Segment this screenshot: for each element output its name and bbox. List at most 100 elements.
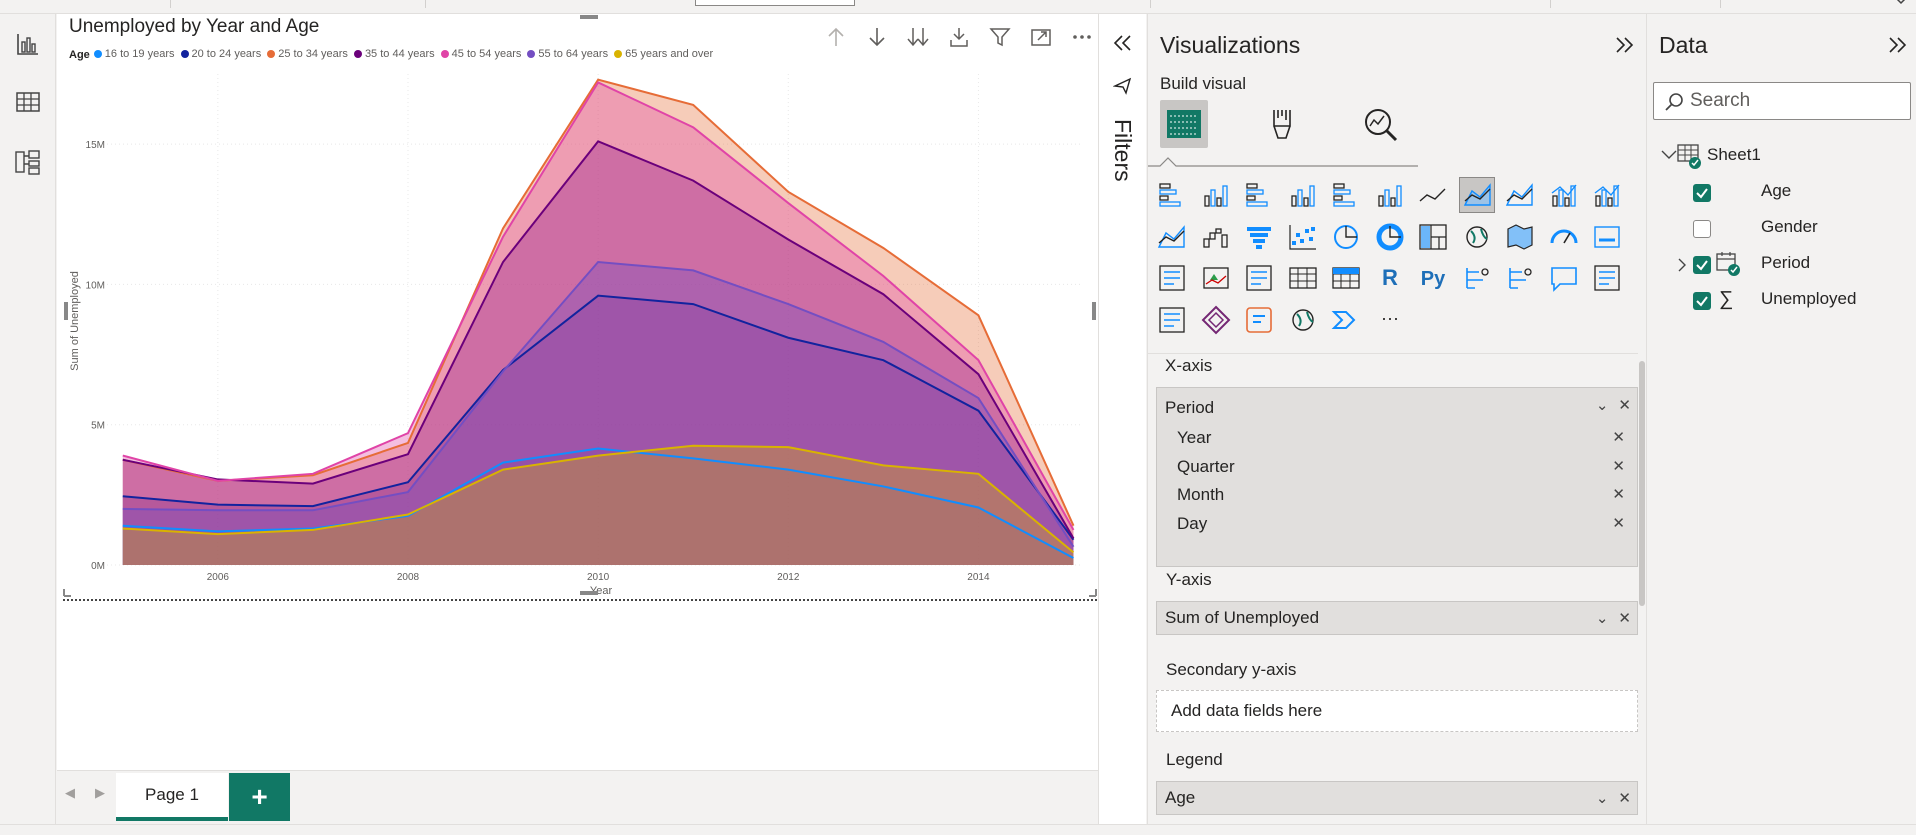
legend-item[interactable]: 35 to 44 years	[353, 48, 435, 60]
visual-type-line-clustered-column[interactable]	[1589, 177, 1625, 213]
chevron-down-icon[interactable]	[1661, 149, 1677, 161]
legend-item[interactable]: 20 to 24 years	[180, 48, 261, 60]
visual-type-clustered-column[interactable]	[1285, 177, 1321, 213]
go-to-next-level-icon[interactable]	[905, 24, 931, 50]
visual-type-power-automate-flow[interactable]	[1328, 302, 1364, 338]
pane-scrollbar[interactable]	[1639, 361, 1645, 606]
analytics-tab[interactable]	[1356, 100, 1404, 148]
visual-type-100-stacked-column[interactable]	[1372, 177, 1408, 213]
resize-handle-right[interactable]	[1092, 302, 1096, 320]
visual-type-area[interactable]	[1458, 177, 1495, 213]
format-visual-tab[interactable]	[1258, 100, 1306, 148]
collapse-data-icon[interactable]	[1887, 36, 1907, 54]
report-view-icon[interactable]	[14, 30, 42, 58]
legend-field[interactable]: Age ⌄ ✕	[1156, 781, 1638, 815]
visual-type-power-automate[interactable]	[1241, 302, 1277, 338]
visual-type-matrix[interactable]	[1328, 260, 1364, 296]
y-axis-field[interactable]: Sum of Unemployed ⌄ ✕	[1156, 601, 1638, 635]
close-icon[interactable]: ✕	[1612, 514, 1625, 532]
visual-type-treemap[interactable]	[1415, 219, 1451, 255]
visual-type-more-visuals[interactable]: ···	[1372, 302, 1408, 338]
table-sheet1[interactable]: Sheet1	[1707, 145, 1761, 164]
table-view-icon[interactable]	[14, 88, 42, 116]
close-icon[interactable]: ✕	[1612, 429, 1625, 446]
close-icon[interactable]: ✕	[1612, 486, 1625, 503]
hierarchy-level-month[interactable]: Month	[1177, 485, 1225, 504]
visual-type-clustered-bar[interactable]	[1241, 177, 1277, 213]
chevron-down-icon[interactable]	[1894, 0, 1908, 6]
visual-type-stacked-area[interactable]	[1502, 177, 1538, 213]
visual-type-python-visual[interactable]: Py	[1415, 260, 1451, 296]
visual-type-kpi[interactable]	[1198, 260, 1234, 296]
visual-type-stacked-column[interactable]	[1198, 177, 1234, 213]
visual-type-map[interactable]	[1459, 219, 1495, 255]
more-options-icon[interactable]	[1069, 24, 1095, 50]
visual-type-100-stacked-bar[interactable]	[1328, 177, 1364, 213]
focus-mode-icon[interactable]	[1028, 24, 1054, 50]
filter-icon[interactable]	[987, 24, 1013, 50]
close-icon[interactable]: ✕	[1618, 610, 1631, 627]
secondary-y-axis-well[interactable]: Add data fields here	[1156, 690, 1638, 732]
visual-type-gauge[interactable]	[1546, 219, 1582, 255]
area-chart-visual[interactable]: 0M 5M 10M 15M 2006 2008 2010 2012 2014 Year Sum …	[63, 14, 1097, 600]
visual-type-scatter[interactable]	[1285, 219, 1321, 255]
hierarchy-level-quarter[interactable]: Quarter	[1177, 456, 1235, 476]
collapse-visualizations-icon[interactable]	[1614, 36, 1634, 54]
close-icon[interactable]: ✕	[1618, 790, 1631, 807]
visual-type-funnel[interactable]	[1241, 219, 1277, 255]
x-axis-well[interactable]: Period ⌄ ✕ Year ✕ Quarter ✕ Month ✕ Day ✕	[1156, 387, 1638, 567]
visual-type-key-influencers[interactable]	[1459, 260, 1495, 296]
resize-handle-top[interactable]	[580, 15, 598, 19]
visual-type-filled-map[interactable]	[1502, 219, 1538, 255]
visual-type-waterfall[interactable]	[1198, 219, 1234, 255]
hierarchy-level-day[interactable]: Day	[1177, 513, 1208, 533]
expand-hierarchy-icon[interactable]	[946, 24, 972, 50]
build-visual-tab[interactable]	[1160, 100, 1208, 148]
chevron-right-icon[interactable]	[1677, 257, 1687, 273]
field-unemployed[interactable]: Unemployed	[1761, 289, 1857, 308]
expand-filters-icon[interactable]	[1113, 34, 1133, 52]
filters-pane-collapsed[interactable]: Filters	[1098, 14, 1146, 824]
legend-item[interactable]: 55 to 64 years	[527, 48, 608, 60]
visual-type-azure-map[interactable]	[1285, 302, 1321, 338]
close-icon[interactable]: ✕	[1618, 397, 1631, 414]
drill-down-icon[interactable]	[864, 24, 890, 50]
legend-item[interactable]: 16 to 19 years	[93, 48, 175, 60]
chevron-down-icon[interactable]: ⌄	[1595, 790, 1609, 807]
visual-type-paginated-report[interactable]	[1154, 302, 1190, 338]
visual-type-pie[interactable]	[1328, 219, 1364, 255]
legend-item[interactable]: 25 to 34 years	[267, 48, 348, 60]
visual-type-table[interactable]	[1285, 260, 1321, 296]
visual-type-stacked-bar[interactable]	[1154, 177, 1190, 213]
resize-corner[interactable]	[63, 589, 71, 597]
visual-type-multi-row-card[interactable]	[1154, 260, 1190, 296]
visual-type-card[interactable]	[1589, 219, 1625, 255]
chevron-down-icon[interactable]: ⌄	[1595, 610, 1609, 627]
visual-type-smart-narrative[interactable]	[1589, 260, 1625, 296]
page-tab-1[interactable]: Page 1	[116, 773, 228, 821]
visual-type-r-visual[interactable]: R	[1372, 260, 1408, 296]
chevron-down-icon[interactable]: ⌄	[1595, 397, 1609, 414]
visual-type-donut[interactable]	[1372, 219, 1408, 255]
visual-type-line[interactable]	[1415, 177, 1451, 213]
resize-handle-bottom[interactable]	[580, 591, 598, 595]
visual-type-ribbon[interactable]	[1154, 219, 1190, 255]
add-page-button[interactable]: +	[229, 773, 290, 821]
drill-up-icon[interactable]	[823, 24, 849, 50]
visual-type-qna[interactable]	[1546, 260, 1582, 296]
next-page-icon[interactable]: ▶	[95, 785, 105, 800]
field-checkbox[interactable]	[1693, 220, 1711, 238]
field-age[interactable]: Age	[1761, 181, 1792, 200]
hierarchy-level-year[interactable]: Year	[1177, 428, 1212, 447]
visual-type-power-apps[interactable]	[1198, 302, 1234, 338]
toolbar-box[interactable]	[695, 0, 855, 6]
field-checkbox[interactable]	[1693, 292, 1711, 310]
field-period[interactable]: Period	[1761, 253, 1811, 272]
resize-handle-left[interactable]	[64, 302, 68, 320]
field-checkbox[interactable]	[1693, 184, 1711, 202]
search-input[interactable]: Search	[1653, 82, 1911, 120]
visual-type-decomposition-tree[interactable]	[1502, 260, 1538, 296]
close-icon[interactable]: ✕	[1612, 457, 1625, 475]
prev-page-icon[interactable]: ◀	[65, 785, 75, 800]
legend-item[interactable]: 45 to 54 years	[440, 48, 521, 60]
